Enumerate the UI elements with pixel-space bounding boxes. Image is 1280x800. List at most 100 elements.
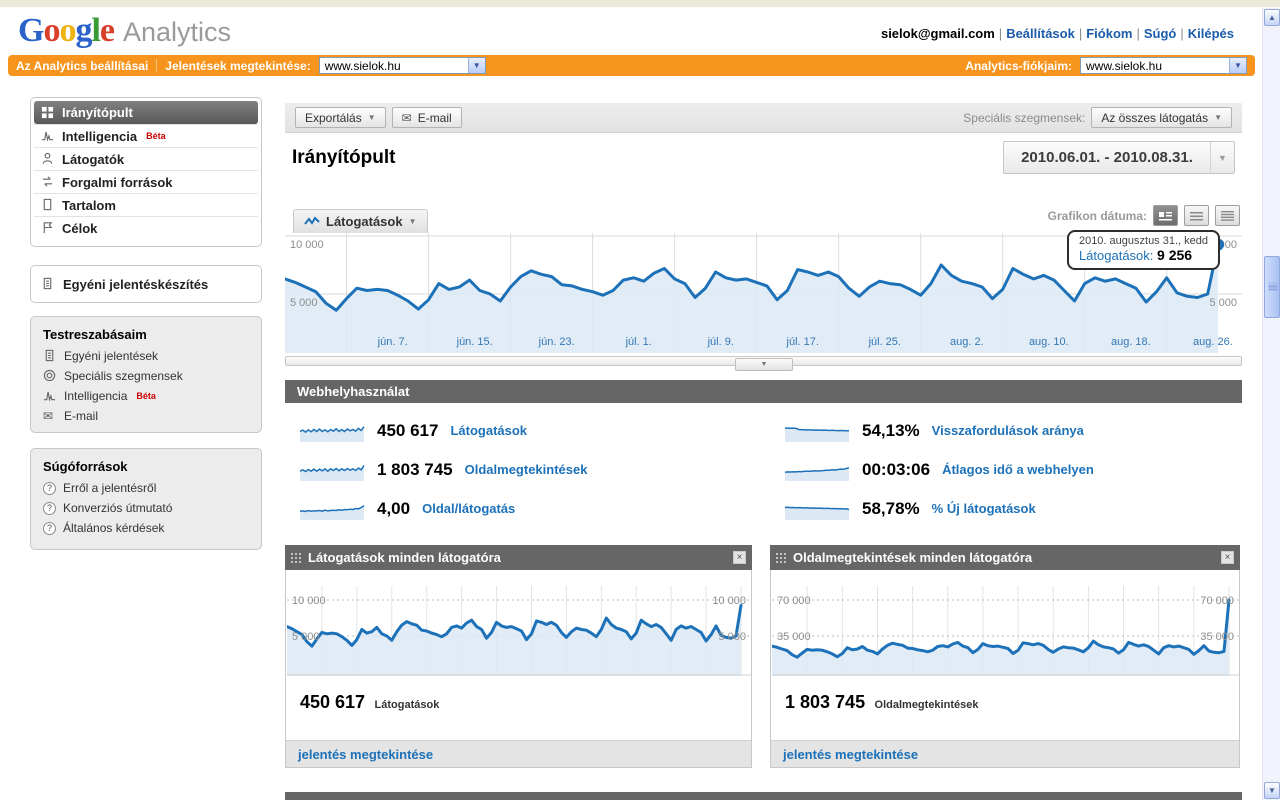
chart-metric-tab[interactable]: Látogatások ▼	[293, 209, 428, 233]
date-range-selector[interactable]: 2010.06.01. - 2010.08.31. ▼	[1003, 141, 1235, 174]
sidebar-help: Súgóforrások ? Erről a jelentésről ? Kon…	[30, 448, 262, 550]
graph-by-month-button[interactable]	[1215, 205, 1240, 226]
view-reports-select[interactable]: www.sielok.hu ▼	[318, 57, 486, 74]
customizations-title: Testreszabásaim	[43, 327, 147, 342]
site-usage-stats: 450 617 Látogatások 54,13% Visszafordulá…	[299, 411, 1239, 528]
question-icon: ?	[43, 521, 56, 535]
chart-slider-handle[interactable]: ▼	[735, 358, 793, 371]
sidebar-item-label: Irányítópult	[62, 105, 133, 120]
sidebar-item-dashboard[interactable]: Irányítópult	[34, 101, 258, 124]
sparkline	[785, 426, 849, 442]
analytics-settings-link[interactable]: Az Analytics beállításai	[16, 58, 149, 73]
my-account-link[interactable]: Fiókom	[1086, 26, 1133, 41]
svg-text:jún. 23.: jún. 23.	[538, 336, 575, 348]
sidebar-item-visitors[interactable]: Látogatók	[34, 147, 258, 170]
scrollbar-thumb[interactable]	[1264, 256, 1280, 318]
close-icon[interactable]: ×	[1221, 551, 1234, 564]
divider	[156, 59, 158, 72]
svg-text:5 000: 5 000	[1209, 297, 1237, 309]
sidebar-item-intelligence[interactable]: Intelligencia Béta	[34, 124, 258, 147]
svg-text:10 000: 10 000	[292, 595, 326, 607]
stat-new-visits: 58,78% % Új látogatások	[784, 498, 1239, 520]
chart-tooltip: 2010. augusztus 31., kedd Látogatások: 9…	[1066, 230, 1220, 270]
widget-body: 70 000 70 000 35 000 35 000 1 803 745 Oldal…	[770, 570, 1240, 768]
svg-text:35 000: 35 000	[777, 631, 811, 643]
custom-reporting-label: Egyéni jelentéskészítés	[63, 276, 209, 292]
stat-bounce-rate: 54,13% Visszafordulások aránya	[784, 420, 1239, 442]
visits-over-time-chart[interactable]: jún. 7. jún. 15. jún. 23. júl. 1. júl. 9. júl…	[285, 230, 1242, 353]
intelligence-icon	[43, 389, 57, 403]
stat-label-link[interactable]: Átlagos idő a webhelyen	[942, 462, 1094, 477]
chevron-down-icon: ▼	[1214, 113, 1222, 122]
stat-label-link[interactable]: Látogatások	[450, 423, 528, 438]
settings-link[interactable]: Beállítások	[1006, 26, 1075, 41]
vertical-scrollbar[interactable]: ▲ ▼	[1262, 8, 1280, 800]
sign-out-link[interactable]: Kilépés	[1187, 26, 1234, 41]
logo-letter: l	[91, 12, 101, 49]
view-report-link[interactable]: jelentés megtekintése	[298, 747, 434, 762]
segments-select[interactable]: Az összes látogatás ▼	[1091, 107, 1232, 128]
sidebar-item-custom-reports[interactable]: Egyéni jelentések	[43, 349, 249, 363]
stat-label-link[interactable]: Oldalmegtekintések	[464, 462, 588, 477]
sidebar-nav: Irányítópult Intelligencia Béta Látogató…	[30, 97, 262, 247]
sidebar-item-content[interactable]: Tartalom	[34, 193, 258, 216]
accounts-select[interactable]: www.sielok.hu ▼	[1080, 57, 1247, 74]
sidebar-item-email[interactable]: ✉ E-mail	[43, 409, 99, 423]
graph-by-day-button[interactable]	[1153, 205, 1178, 226]
view-reports-label: Jelentések megtekintése:	[165, 58, 311, 73]
widget-metric-label: Oldalmegtekintések	[874, 699, 979, 711]
graph-date-label: Grafikon dátuma:	[1047, 208, 1147, 223]
view-report-link[interactable]: jelentés megtekintése	[783, 747, 919, 762]
chevron-down-icon: ▼	[367, 113, 376, 122]
widget-metric-label: Látogatások	[374, 699, 440, 711]
stat-visits: 450 617 Látogatások	[299, 420, 784, 442]
close-icon[interactable]: ×	[733, 551, 746, 564]
sidebar-item-label: Látogatók	[62, 151, 125, 167]
help-link[interactable]: Súgó	[1143, 26, 1177, 41]
svg-text:júl. 9.: júl. 9.	[707, 336, 734, 348]
sidebar-item-advanced-segments[interactable]: Speciális szegmensek	[43, 369, 249, 383]
graph-by-week-button[interactable]	[1184, 205, 1209, 226]
line-chart-icon	[304, 216, 320, 225]
scroll-up-button[interactable]: ▲	[1264, 9, 1280, 26]
stat-pageviews: 1 803 745 Oldalmegtekintések	[299, 459, 784, 481]
sparkline	[299, 504, 365, 520]
svg-text:júl. 1.: júl. 1.	[625, 336, 652, 348]
help-item-conversion-guide[interactable]: ? Konverziós útmutató	[43, 501, 249, 515]
email-button[interactable]: ✉ E-mail	[391, 107, 462, 128]
stat-label-link[interactable]: Oldal/látogatás	[422, 501, 516, 516]
widget-mini-chart: 70 000 70 000 35 000 35 000	[772, 584, 1239, 676]
report-toolbar: Exportálás ▼ ✉ E-mail Speciális szegmens…	[285, 103, 1242, 133]
chevron-down-icon[interactable]: ▼	[1229, 58, 1246, 73]
widget-header[interactable]: Oldalmegtekintések minden látogatóra ×	[770, 545, 1240, 570]
logo-product-name: Analytics	[123, 17, 232, 47]
sidebar-item-traffic-sources[interactable]: Forgalmi források	[34, 170, 258, 193]
help-item-about-report[interactable]: ? Erről a jelentésről	[43, 481, 249, 495]
widget-header[interactable]: Látogatások minden látogatóra ×	[285, 545, 752, 570]
sidebar-item-intelligence-shortcut[interactable]: Intelligencia Béta	[43, 389, 249, 403]
stat-pages-per-visit: 4,00 Oldal/látogatás	[299, 498, 784, 520]
export-button[interactable]: Exportálás ▼	[295, 107, 386, 128]
sidebar-item-label: Forgalmi források	[62, 174, 173, 190]
graph-granularity-controls: Grafikon dátuma:	[1048, 205, 1240, 226]
window-edge-strip	[0, 0, 1280, 8]
sidebar-item-goals[interactable]: Célok	[34, 216, 258, 239]
sidebar-custom-reporting[interactable]: Egyéni jelentéskészítés	[30, 265, 262, 303]
page-title: Irányítópult	[292, 147, 396, 168]
stat-label-link[interactable]: Visszafordulások aránya	[931, 423, 1084, 438]
stat-avg-time: 00:03:06 Átlagos idő a webhelyen	[784, 459, 1239, 481]
site-usage-header: Webhelyhasználat	[285, 380, 1242, 403]
widget-value: 450 617	[300, 692, 366, 712]
question-icon: ?	[43, 481, 56, 495]
svg-text:35 000: 35 000	[1200, 631, 1234, 643]
help-item-common-questions[interactable]: ? Általános kérdések	[43, 521, 249, 535]
svg-text:70 000: 70 000	[1200, 595, 1234, 607]
scroll-down-button[interactable]: ▼	[1264, 782, 1280, 799]
user-email: sielok@gmail.com	[880, 26, 995, 41]
envelope-icon: ✉	[43, 409, 54, 423]
svg-text:5 000: 5 000	[292, 631, 320, 643]
chevron-down-icon[interactable]: ▼	[467, 58, 485, 73]
intelligence-icon	[41, 129, 55, 143]
svg-text:aug. 26.: aug. 26.	[1193, 336, 1233, 348]
stat-label-link[interactable]: % Új látogatások	[931, 501, 1036, 516]
